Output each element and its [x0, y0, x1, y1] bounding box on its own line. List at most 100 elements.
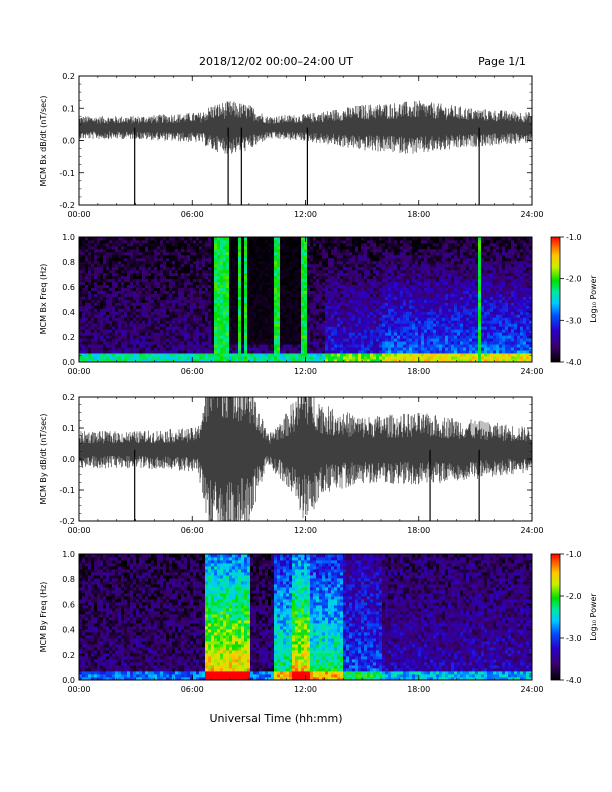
- spectrogram-cell: [313, 320, 317, 324]
- spectrogram-cell: [361, 317, 365, 321]
- spectrogram-cell: [151, 287, 155, 291]
- spectrogram-cell: [289, 278, 293, 283]
- spectrogram-cell: [313, 272, 317, 277]
- spectrogram-cell: [319, 281, 323, 286]
- spectrogram-cell: [190, 237, 194, 241]
- spectrogram-cell: [109, 350, 113, 354]
- spectrogram-cell: [316, 287, 320, 291]
- spectrogram-cell: [157, 275, 161, 280]
- spectrogram-cell: [250, 272, 254, 277]
- spectrogram-cell: [187, 344, 191, 348]
- spectrogram-cell: [295, 263, 299, 268]
- spectrogram-cell: [322, 338, 326, 342]
- spectrogram-cell: [322, 305, 326, 309]
- spectrogram-cell: [109, 296, 113, 300]
- spectrogram-cell: [157, 237, 161, 241]
- spectrogram-cell: [229, 257, 233, 262]
- spectrogram-cell: [337, 290, 341, 294]
- spectrogram-cell: [199, 299, 203, 303]
- spectrogram-cell: [283, 293, 287, 297]
- spectrogram-cell: [265, 350, 269, 354]
- spectrogram-cell: [367, 251, 371, 256]
- spectrogram-cell: [106, 326, 110, 330]
- spectrogram-cell: [196, 263, 200, 268]
- spectrogram-cell: [313, 317, 317, 321]
- spectrogram-cell: [232, 320, 236, 324]
- spectrogram-cell: [127, 353, 131, 357]
- spectrogram-cell: [385, 314, 389, 318]
- spectrogram-cell: [241, 359, 245, 363]
- spectrogram-cell: [85, 335, 89, 339]
- spectrogram-cell: [82, 275, 86, 280]
- spectrogram-cell: [367, 305, 371, 309]
- spectrogram-cell: [349, 290, 353, 294]
- spectrogram-cell: [280, 326, 284, 330]
- spectrogram-cell: [133, 350, 137, 354]
- spectrogram-cell: [319, 260, 323, 265]
- spectrogram-cell: [256, 323, 260, 327]
- spectrogram-cell: [127, 329, 131, 333]
- spectrogram-cell: [196, 329, 200, 333]
- spectrogram-cell: [334, 284, 338, 288]
- spectrogram-cell: [409, 266, 413, 271]
- spectrogram-cell: [226, 296, 230, 300]
- spectrogram-cell: [82, 248, 86, 253]
- spectrogram-cell: [247, 317, 251, 321]
- spectrogram-cell: [79, 278, 83, 283]
- spectrogram-cell: [346, 245, 350, 250]
- spectrogram-cell: [349, 284, 353, 288]
- spectrogram-cell: [325, 237, 329, 241]
- spectrogram-cell: [178, 296, 182, 300]
- spectrogram-cell: [259, 353, 263, 357]
- spectrogram-cell: [400, 308, 404, 312]
- spectrogram-cell: [184, 237, 188, 241]
- spectrogram-cell: [175, 251, 179, 256]
- spectrogram-cell: [211, 359, 215, 363]
- spectrogram-cell: [244, 257, 248, 262]
- spectrogram-cell: [394, 311, 398, 315]
- spectrogram-cell: [346, 287, 350, 291]
- spectrogram-cell: [271, 251, 275, 256]
- spectrogram-cell: [169, 260, 173, 265]
- spectrogram-cell: [157, 284, 161, 288]
- spectrogram-cell: [265, 335, 269, 339]
- spectrogram-cell: [208, 359, 212, 363]
- spectrogram-cell: [205, 320, 209, 324]
- spectrogram-cell: [235, 260, 239, 265]
- spectrogram-cell: [253, 359, 257, 363]
- spectrogram-cell: [367, 239, 371, 244]
- spectrogram-cell: [91, 293, 95, 297]
- spectrogram-cell: [304, 308, 308, 312]
- spectrogram-cell: [94, 245, 98, 250]
- spectrogram-cell: [160, 320, 164, 324]
- spectrogram-cell: [424, 359, 428, 363]
- spectrogram-cell: [157, 272, 161, 277]
- spectrogram-cell: [379, 329, 383, 333]
- spectrogram-cell: [397, 248, 401, 253]
- spectrogram-cell: [166, 237, 170, 241]
- spectrogram-cell: [271, 275, 275, 280]
- spectrogram-cell: [214, 338, 218, 342]
- spectrogram-cell: [349, 260, 353, 265]
- spectrogram-cell: [196, 245, 200, 250]
- spectrogram-cell: [289, 257, 293, 262]
- spectrogram-cell: [259, 290, 263, 294]
- spectrogram-cell: [190, 308, 194, 312]
- spectrogram-cell: [340, 353, 344, 357]
- spectrogram-cell: [247, 302, 251, 306]
- spectrogram-cell: [322, 290, 326, 294]
- spectrogram-cell: [286, 263, 290, 268]
- spectrogram-cell: [382, 332, 386, 336]
- spectrogram-cell: [82, 257, 86, 262]
- spectrogram-cell: [394, 287, 398, 291]
- spectrogram-cell: [82, 317, 86, 321]
- spectrogram-cell: [202, 275, 206, 280]
- spectrogram-cell: [295, 326, 299, 330]
- spectrogram-cell: [286, 359, 290, 363]
- spectrogram-cell: [307, 260, 311, 265]
- spectrogram-cell: [118, 308, 122, 312]
- spectrogram-cell: [88, 245, 92, 250]
- spectrogram-cell: [349, 266, 353, 271]
- spectrogram-cell: [199, 302, 203, 306]
- spectrogram-cell: [79, 251, 83, 256]
